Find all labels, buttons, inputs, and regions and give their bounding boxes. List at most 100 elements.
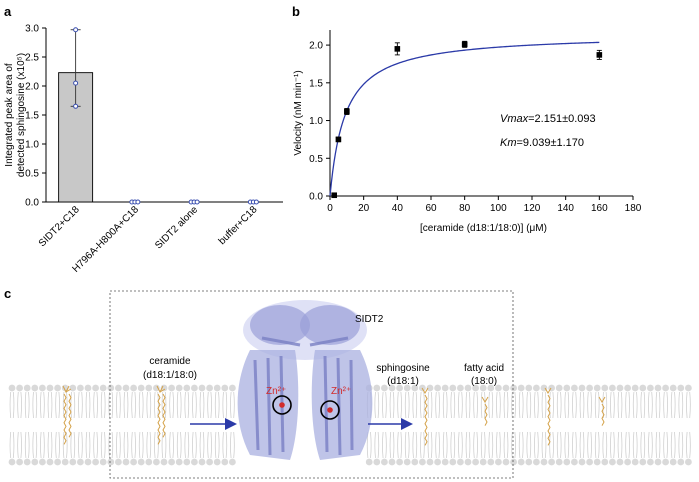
lipid-tail-bottom bbox=[70, 431, 76, 459]
lipid-tail-bottom bbox=[534, 431, 539, 459]
lipid-head-top bbox=[449, 384, 457, 392]
chart-b-ytick-label: 1.0 bbox=[309, 116, 323, 127]
lipid-tail-top bbox=[154, 391, 159, 419]
lipid-tail-bottom bbox=[427, 431, 433, 459]
lipid-head-bottom bbox=[434, 458, 441, 466]
lipid-tail-top bbox=[556, 391, 562, 419]
lipid-tail-bottom bbox=[412, 431, 418, 459]
lipid-head-top bbox=[92, 384, 99, 392]
lipid-tail-bottom bbox=[572, 431, 577, 459]
lipid-head-bottom bbox=[191, 458, 198, 466]
lipid-head-top bbox=[388, 384, 396, 392]
lipid-head-bottom bbox=[175, 458, 183, 466]
lipid-tail-top bbox=[214, 391, 220, 419]
lipid-head-bottom bbox=[457, 458, 464, 466]
lipid-head-bottom bbox=[221, 458, 229, 466]
lipid-head-top bbox=[183, 384, 191, 392]
lipid-tail-top bbox=[131, 391, 136, 419]
chart-b-xtick-label: 20 bbox=[358, 203, 370, 214]
lipid-head-bottom bbox=[388, 458, 396, 466]
data-point bbox=[461, 41, 468, 48]
lipid-tail-bottom bbox=[24, 431, 30, 459]
lipid-head-bottom bbox=[99, 458, 107, 466]
lipid-bilayer bbox=[8, 384, 692, 466]
lipid-tail-top bbox=[9, 391, 15, 419]
product1-sublabel: (d18:1) bbox=[387, 376, 419, 387]
lipid-head-top bbox=[685, 384, 692, 392]
lipid-tail-bottom bbox=[663, 431, 668, 459]
data-point bbox=[253, 199, 259, 205]
lipid-tail-top bbox=[404, 391, 410, 419]
substrate-label: ceramide bbox=[149, 356, 191, 367]
lipid-head-top bbox=[631, 384, 639, 392]
lipid-head-top bbox=[39, 384, 46, 392]
lipid-tail-bottom bbox=[9, 431, 15, 459]
lipid-tail-bottom bbox=[374, 431, 380, 459]
lipid-head-bottom bbox=[654, 458, 662, 466]
data-point bbox=[344, 108, 350, 115]
lipid-tail-bottom bbox=[131, 431, 136, 459]
lipid-tail-bottom bbox=[625, 431, 630, 459]
lipid-tail-top bbox=[541, 391, 547, 419]
lipid-head-bottom bbox=[449, 458, 457, 466]
fatty-acid-product-head bbox=[481, 396, 489, 403]
lipid-tail-top bbox=[686, 391, 691, 419]
lipid-head-top bbox=[107, 384, 115, 392]
data-point bbox=[135, 199, 141, 205]
chart-a-category-label: SIDT2+C18 bbox=[37, 204, 82, 249]
lipid-tail-bottom bbox=[686, 431, 691, 459]
scatter-chart-b: Velocity (nM min⁻¹) [ceramide (d18:1/18:… bbox=[293, 30, 642, 234]
zoom-box bbox=[109, 290, 514, 479]
data-point bbox=[394, 46, 401, 52]
lipid-head-bottom bbox=[229, 458, 236, 466]
lipid-tail-top bbox=[412, 391, 418, 419]
lipid-tail-bottom bbox=[17, 431, 22, 459]
lipid-tail-bottom bbox=[207, 431, 212, 459]
chart-a-ytick-label: 3.0 bbox=[25, 24, 39, 35]
chart-b-ytick-label: 0.5 bbox=[309, 154, 323, 165]
lipid-head-bottom bbox=[609, 458, 616, 466]
lipid-tail-top bbox=[192, 391, 197, 419]
lipid-head-top bbox=[601, 384, 609, 392]
lipid-tail-bottom bbox=[632, 431, 638, 459]
bar-0 bbox=[58, 72, 94, 203]
data-point bbox=[596, 52, 603, 58]
zinc-site-left bbox=[272, 395, 292, 415]
lipid-tail-top bbox=[564, 391, 570, 419]
lipid-head-top bbox=[563, 384, 571, 392]
lipid-tail-top bbox=[655, 391, 661, 419]
lipid-tail-bottom bbox=[230, 431, 235, 459]
lipid-head-top bbox=[517, 384, 525, 392]
chart-b-xtick-label: 60 bbox=[425, 203, 437, 214]
protein-label: SIDT2 bbox=[355, 314, 384, 325]
lipid-tail-bottom bbox=[526, 431, 532, 459]
lipid-tail-top bbox=[207, 391, 212, 419]
lipid-head-bottom bbox=[92, 458, 99, 466]
lipid-head-bottom bbox=[669, 458, 677, 466]
chart-b-xtick-label: 140 bbox=[557, 203, 574, 214]
lipid-tail-bottom bbox=[610, 431, 615, 459]
lipid-head-top bbox=[84, 384, 92, 392]
lipid-head-top bbox=[153, 384, 160, 392]
sphingosine-right-head bbox=[544, 387, 552, 394]
lipid-head-top bbox=[616, 384, 624, 392]
lipid-tail-bottom bbox=[420, 431, 425, 459]
lipid-head-bottom bbox=[586, 458, 593, 466]
lipid-tail-bottom bbox=[496, 431, 501, 459]
mechanism-diagram: SIDT2 Zn²⁺ Zn²⁺ ceramide (d18:1/18:0) sp… bbox=[8, 290, 692, 479]
lipid-head-bottom bbox=[563, 458, 571, 466]
lipid-tail-bottom bbox=[579, 431, 585, 459]
lipid-tail-top bbox=[222, 391, 228, 419]
lipid-tail-bottom bbox=[442, 431, 448, 459]
lipid-head-bottom bbox=[145, 458, 153, 466]
lipid-tail-top bbox=[648, 391, 653, 419]
lipid-tail-bottom bbox=[108, 431, 114, 459]
lipid-head-top bbox=[229, 384, 236, 392]
substrate-sublabel: (d18:1/18:0) bbox=[143, 370, 197, 381]
ceramide-left-chain2 bbox=[68, 393, 72, 438]
lipid-tail-bottom bbox=[176, 431, 182, 459]
lipid-tail-bottom bbox=[123, 431, 129, 459]
sidt2-protein bbox=[237, 300, 373, 460]
lipid-head-bottom bbox=[16, 458, 23, 466]
lipid-tail-bottom bbox=[541, 431, 547, 459]
